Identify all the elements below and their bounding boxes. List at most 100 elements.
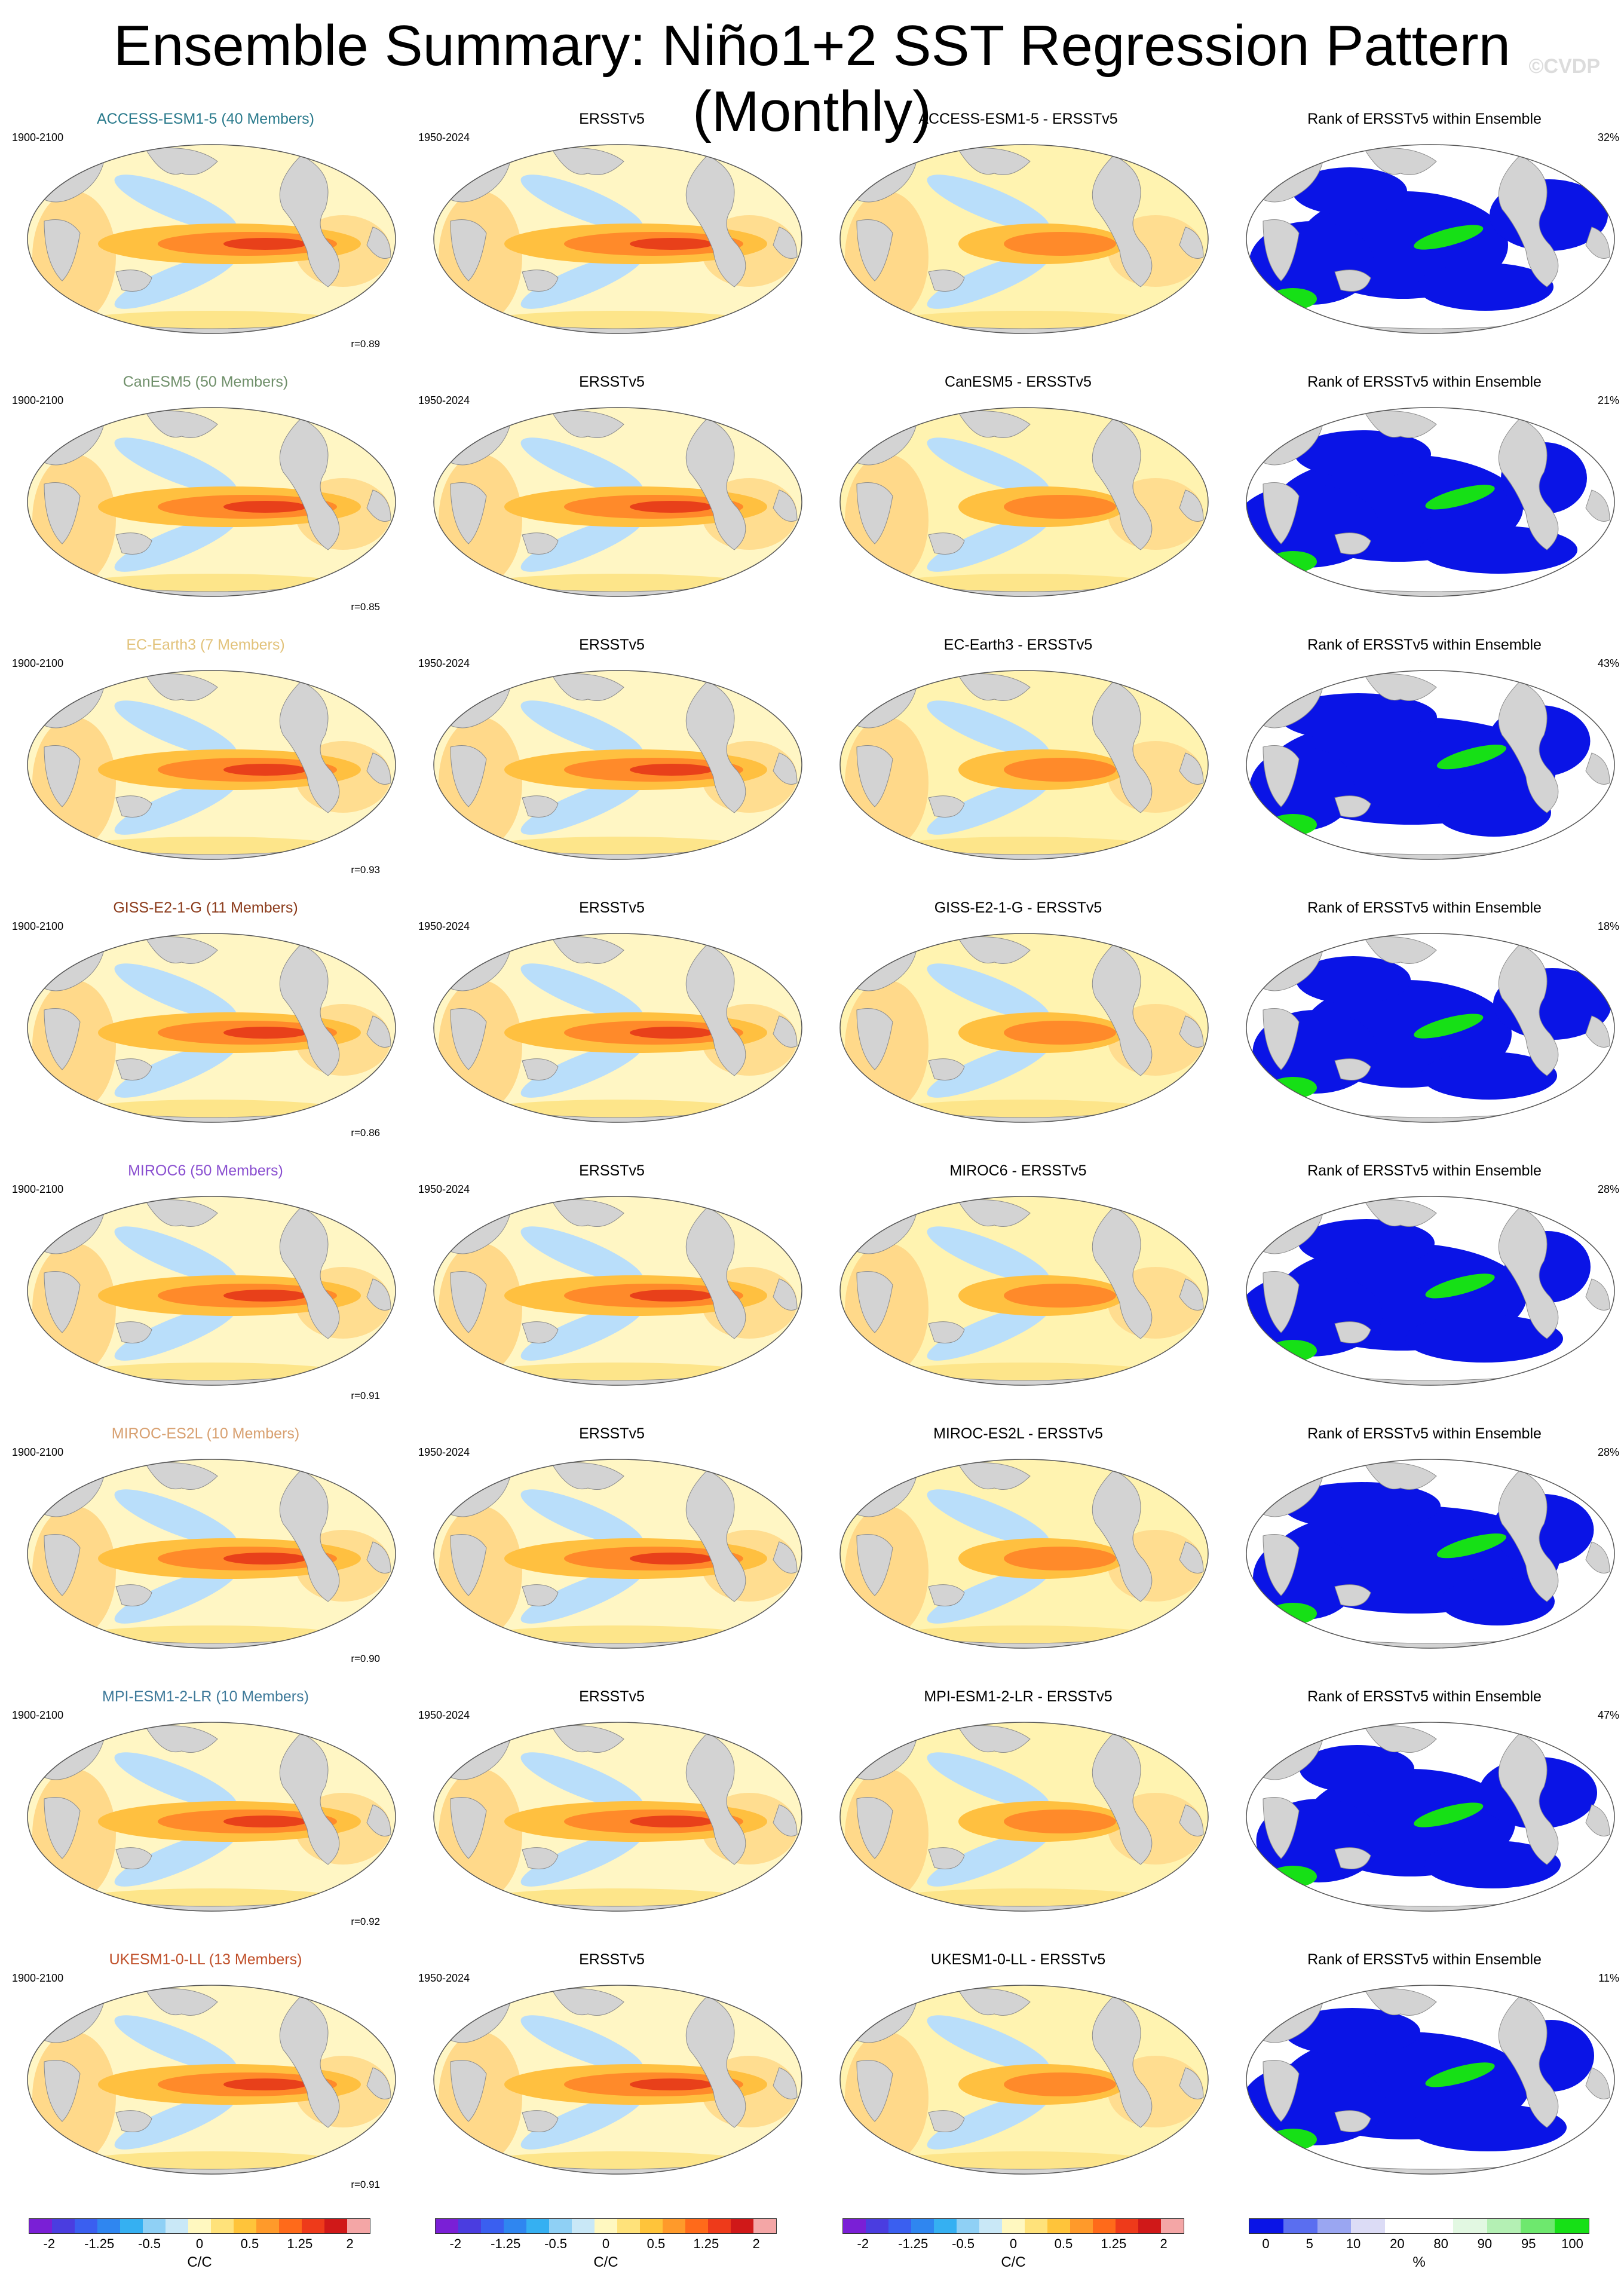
- panel-r7-model: MPI-ESM1-2-LR (10 Members) 1900-2100 r=0.9…: [8, 1685, 403, 1936]
- sst-map: [27, 407, 396, 597]
- pattern-correlation: r=0.92: [351, 1916, 380, 1927]
- panel-r1-rank: Rank of ERSSTv5 within Ensemble 32%: [1227, 108, 1622, 359]
- pattern-correlation: r=0.85: [351, 601, 380, 613]
- colorbar-swatch: [347, 2219, 370, 2233]
- panel-r7-diff: MPI-ESM1-2-LR - ERSSTv5: [821, 1685, 1215, 1936]
- pattern-correlation: r=0.91: [351, 1390, 380, 1401]
- panel-title: Rank of ERSSTv5 within Ensemble: [1307, 1425, 1542, 1442]
- panel-r3-diff: EC-Earth3 - ERSSTv5: [821, 633, 1215, 884]
- period-label: 1950-2024: [418, 657, 470, 669]
- colorbar-tick-label: 1.25: [693, 2236, 719, 2251]
- colorbar-swatch: [436, 2219, 458, 2233]
- period-label: 1950-2024: [418, 1709, 470, 1721]
- colorbar-tick-label: -1.25: [491, 2236, 521, 2251]
- colorbar-swatch: [1521, 2219, 1555, 2233]
- panel-r6-obs: ERSSTv5 1950-2024: [415, 1422, 809, 1673]
- colorbar-swatch: [685, 2219, 708, 2233]
- colorbar-swatch: [234, 2219, 256, 2233]
- panel-title: Rank of ERSSTv5 within Ensemble: [1307, 1951, 1542, 1968]
- colorbar-swatches: [435, 2218, 777, 2234]
- panel-r2-model: CanESM5 (50 Members) 1900-2100 r=0.85: [8, 371, 403, 622]
- panel-r8-obs: ERSSTv5 1950-2024: [415, 1948, 809, 2199]
- period-label: 1950-2024: [418, 394, 470, 406]
- panel-title: MIROC6 (50 Members): [128, 1162, 283, 1179]
- colorbar-swatch: [97, 2219, 120, 2233]
- sst-map: [839, 1196, 1209, 1386]
- colorbar-swatches: [1249, 2218, 1589, 2234]
- panel-title: Rank of ERSSTv5 within Ensemble: [1307, 636, 1542, 653]
- colorbar-tick-label: 2: [752, 2236, 760, 2251]
- colorbar-swatch: [753, 2219, 776, 2233]
- panel-title: ERSSTv5: [579, 1425, 645, 1442]
- colorbar-tick-label: 0: [602, 2236, 610, 2251]
- panel-r4-diff: GISS-E2-1-G - ERSSTv5: [821, 896, 1215, 1147]
- colorbar-tick-label: 100: [1561, 2236, 1583, 2251]
- colorbar-tick-label: 1.25: [287, 2236, 313, 2251]
- panel-title: ERSSTv5: [579, 1688, 645, 1705]
- panel-title: ERSSTv5: [579, 899, 645, 916]
- colorbar-swatch: [1161, 2219, 1184, 2233]
- colorbar-swatch: [708, 2219, 731, 2233]
- pattern-correlation: r=0.89: [351, 338, 380, 350]
- sst-map: [839, 407, 1209, 597]
- colorbar-swatch: [1070, 2219, 1093, 2233]
- sst-map: [433, 407, 802, 597]
- panel-title: MIROC6 - ERSSTv5: [949, 1162, 1087, 1179]
- colorbar-tick-label: 0: [1262, 2236, 1270, 2251]
- colorbar-tick-label: 0: [1009, 2236, 1018, 2251]
- panel-r1-diff: ACCESS-ESM1-5 - ERSSTv5: [821, 108, 1215, 359]
- colorbar-tick-label: 0.5: [240, 2236, 259, 2251]
- colorbar-tick-label: 0: [195, 2236, 204, 2251]
- colorbar-tick-label: 0.5: [646, 2236, 666, 2251]
- pattern-correlation: r=0.90: [351, 1653, 380, 1664]
- colorbar-swatch: [1317, 2219, 1352, 2233]
- sst-map: [433, 1985, 802, 2175]
- colorbar-unit: C/C: [187, 2254, 212, 2270]
- rank-percent: 43%: [1597, 657, 1619, 669]
- sst-map: [839, 1985, 1209, 2175]
- colorbar-tick-label: -2: [857, 2236, 869, 2251]
- colorbar-tick-label: 0.5: [1054, 2236, 1073, 2251]
- colorbar-swatch: [188, 2219, 211, 2233]
- panel-title: MIROC-ES2L (10 Members): [111, 1425, 300, 1442]
- rank-map: [1246, 1459, 1615, 1649]
- panel-title: ERSSTv5: [579, 1951, 645, 1968]
- rank-map: [1246, 407, 1615, 597]
- rank-percent: 28%: [1597, 1183, 1619, 1195]
- panel-title: UKESM1-0-LL (13 Members): [109, 1951, 302, 1968]
- colorbar-swatch: [640, 2219, 663, 2233]
- sst-map: [839, 1722, 1209, 1912]
- colorbar-ticks: -2 -1.25 -0.5 0 0.5 1.25 2: [435, 2234, 777, 2254]
- colorbar-swatch: [75, 2219, 97, 2233]
- colorbar-unit: C/C: [593, 2254, 618, 2270]
- colorbar-swatch: [1002, 2219, 1025, 2233]
- colorbar-swatch: [1385, 2219, 1419, 2233]
- colorbar-swatch: [52, 2219, 75, 2233]
- panel-r3-rank: Rank of ERSSTv5 within Ensemble 43%: [1227, 633, 1622, 884]
- colorbar-swatch: [1487, 2219, 1521, 2233]
- colorbar-sst-2: -2 -1.25 -0.5 0 0.5 1.25 2 C/C: [435, 2218, 777, 2271]
- colorbar-unit: C/C: [1001, 2254, 1026, 2270]
- sst-map: [27, 670, 396, 860]
- rank-map: [1246, 1985, 1615, 2175]
- panel-title: ERSSTv5: [579, 1162, 645, 1179]
- colorbar-unit: %: [1412, 2254, 1426, 2270]
- rank-map: [1246, 1196, 1615, 1386]
- colorbar-swatch: [279, 2219, 302, 2233]
- panel-title: Rank of ERSSTv5 within Ensemble: [1307, 111, 1542, 127]
- rank-percent: 28%: [1597, 1446, 1619, 1458]
- panel-title: CanESM5 (50 Members): [122, 373, 289, 390]
- colorbar-swatch: [211, 2219, 234, 2233]
- colorbar-swatch: [1047, 2219, 1070, 2233]
- panel-title: MIROC-ES2L - ERSSTv5: [933, 1425, 1103, 1442]
- page-title: Ensemble Summary: Niño1+2 SST Regression…: [114, 14, 1510, 143]
- colorbar-swatch: [934, 2219, 957, 2233]
- panel-r3-obs: ERSSTv5 1950-2024: [415, 633, 809, 884]
- colorbar-swatch: [1453, 2219, 1487, 2233]
- period-label: 1900-2100: [12, 1709, 64, 1721]
- colorbar-tick-label: 20: [1390, 2236, 1405, 2251]
- colorbar-swatch: [526, 2219, 549, 2233]
- sst-map: [27, 1722, 396, 1912]
- colorbar-swatch: [617, 2219, 640, 2233]
- colorbar-rank: 0 5 10 20 80 90 95 100%: [1249, 2218, 1589, 2271]
